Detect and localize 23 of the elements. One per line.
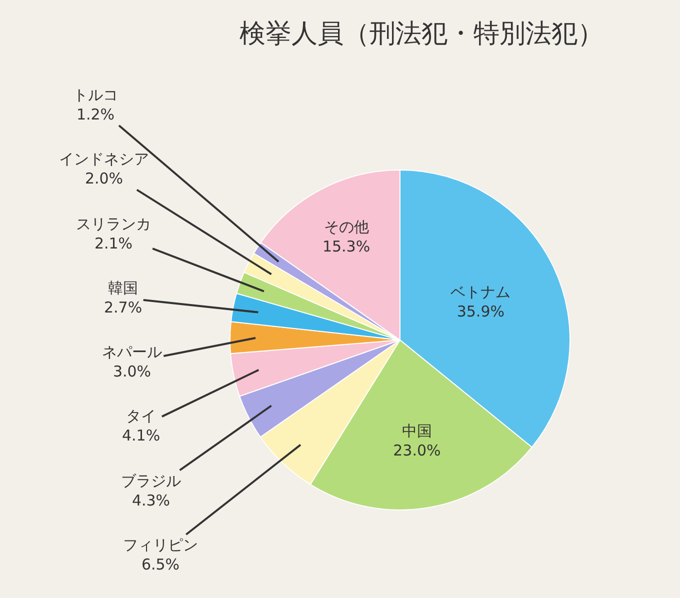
- data-label: 35.9%: [456, 302, 504, 320]
- data-label: 2.1%: [94, 234, 133, 252]
- slice-label: 中国: [402, 422, 432, 440]
- slice-label: トルコ: [73, 86, 118, 104]
- slice-label: スリランカ: [76, 215, 151, 233]
- slice-label: タイ: [126, 407, 156, 425]
- slice-label: その他: [324, 218, 369, 236]
- data-label: 2.0%: [84, 170, 124, 188]
- data-label: 1.2%: [76, 106, 115, 124]
- slice-label: インドネシア: [59, 150, 149, 168]
- data-label: 15.3%: [322, 238, 370, 256]
- data-label: 23.0%: [393, 442, 441, 460]
- slice-label: ベトナム: [450, 282, 511, 301]
- slice-label: 韓国: [108, 279, 138, 297]
- slice-label: フィリピン: [123, 536, 198, 554]
- data-label: 2.7%: [104, 298, 142, 316]
- data-label: 6.5%: [141, 556, 180, 574]
- slice-label: ネパール: [102, 343, 162, 361]
- data-label: 3.0%: [112, 362, 152, 380]
- chart-title: 検挙人員（刑法犯・特別法犯）: [240, 19, 604, 50]
- data-label: 4.3%: [132, 492, 170, 510]
- slice-label: ブラジル: [121, 472, 181, 490]
- data-label: 4.1%: [122, 426, 160, 444]
